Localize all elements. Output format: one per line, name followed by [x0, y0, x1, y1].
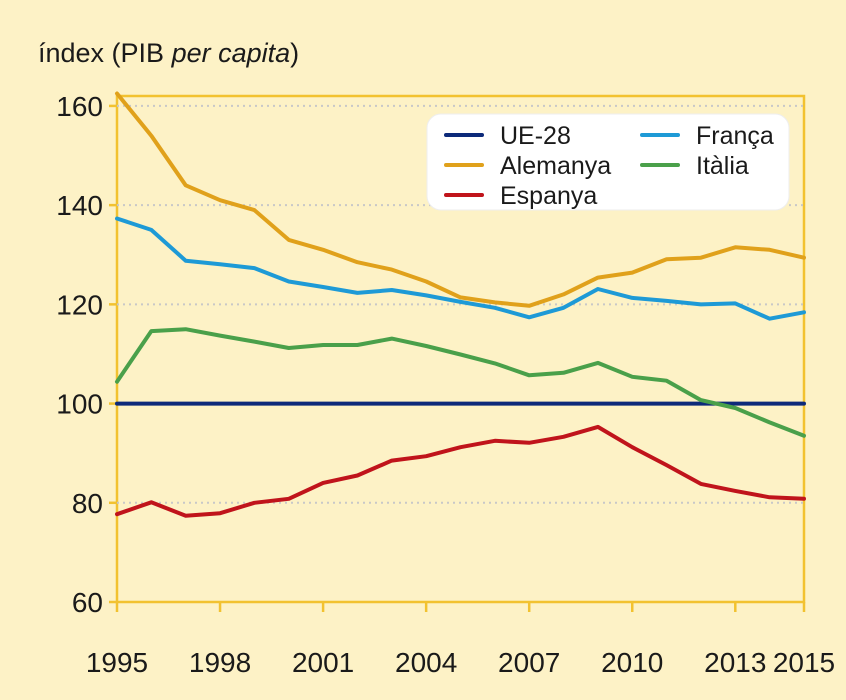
legend-label-frança: França	[696, 122, 774, 150]
y-tick-label-120: 120	[56, 289, 103, 320]
x-tick-label-2007: 2007	[498, 647, 560, 678]
plot-frame	[115, 94, 806, 604]
y-tick-label-80: 80	[72, 488, 103, 519]
legend-box	[426, 113, 790, 211]
series-line-itàlia	[115, 327, 806, 438]
x-tick-label-2015: 2015	[773, 647, 835, 678]
x-tick-label-2001: 2001	[292, 647, 354, 678]
series-line-espanya	[115, 424, 806, 518]
y-tick-label-100: 100	[56, 389, 103, 420]
series-line-frança	[115, 216, 806, 321]
legend-label-itàlia: Itàlia	[696, 152, 749, 180]
x-tick-label-1995: 1995	[86, 647, 148, 678]
series-line-alemanya	[115, 91, 806, 308]
x-tick-label-2004: 2004	[395, 647, 457, 678]
y-tick-label-60: 60	[72, 587, 103, 618]
y-tick-label-160: 160	[56, 91, 103, 122]
y-axis-title: índex (PIB per capita)	[38, 38, 299, 69]
y-axis-title-italic: per capita	[171, 38, 291, 68]
legend-label-alemanya: Alemanya	[500, 152, 611, 180]
y-axis-title-close: )	[290, 38, 300, 68]
legend-label-espanya: Espanya	[500, 182, 597, 210]
y-axis-title-text: índex (PIB	[38, 38, 172, 68]
legend-label-ue-28: UE-28	[500, 122, 571, 150]
x-tick-label-1998: 1998	[189, 647, 251, 678]
y-tick-label-140: 140	[56, 190, 103, 221]
x-tick-label-2013: 2013	[704, 647, 766, 678]
x-tick-label-2010: 2010	[601, 647, 663, 678]
